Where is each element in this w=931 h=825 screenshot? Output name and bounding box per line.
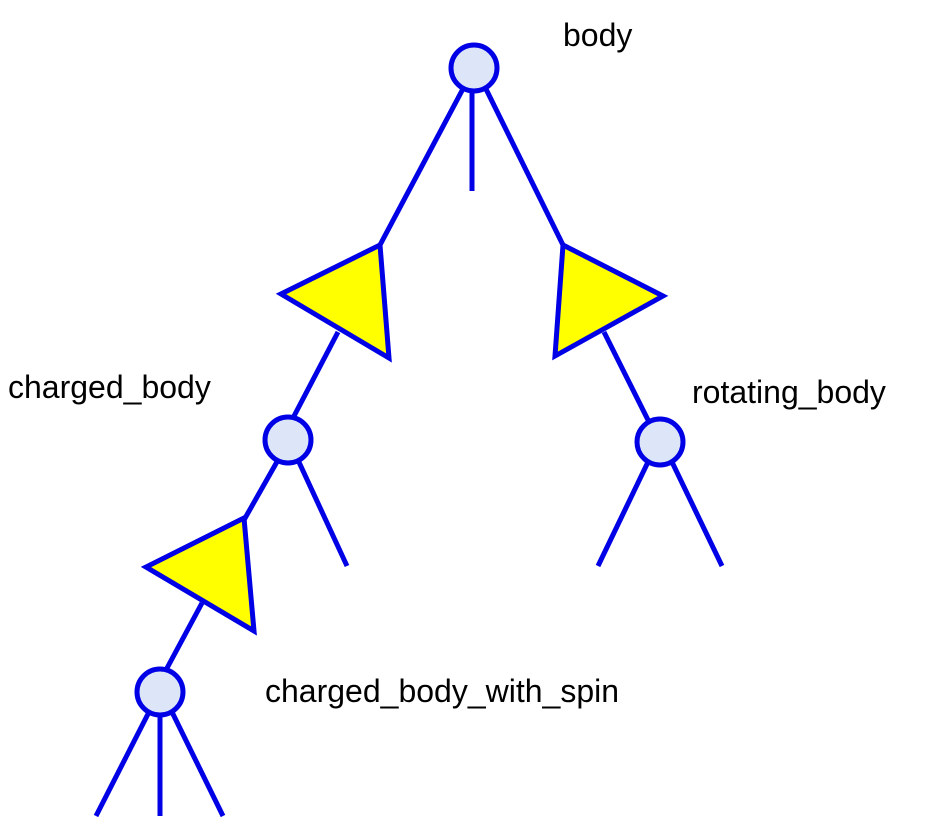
edge-spin-triangle-to-node [163, 601, 205, 672]
edge-charged-stub [295, 458, 350, 568]
label-charged-body-with-spin: charged_body_with_spin [265, 673, 620, 709]
label-body: body [563, 17, 633, 53]
node-rotating-body [634, 416, 686, 468]
edge-spin-stub-left [93, 710, 152, 818]
label-charged-body: charged_body [8, 369, 211, 405]
edge-spin-stub-right [169, 710, 226, 818]
node-charged-body [262, 414, 314, 466]
edge-body-to-charged-triangle [377, 83, 468, 247]
inheritance-triangle-rotating [552, 241, 669, 361]
edge-charged-triangle-to-node [290, 330, 341, 420]
edge-rotating-stub-right [669, 460, 725, 568]
inheritance-triangle-spin [140, 514, 257, 636]
inheritance-triangle-charged [275, 241, 392, 363]
label-rotating-body: rotating_body [692, 374, 886, 410]
node-charged-body-with-spin [134, 666, 186, 718]
edge-body-to-rotating-triangle [481, 83, 566, 247]
edge-rotating-triangle-to-node [601, 330, 651, 422]
edge-charged-to-spin-triangle [241, 458, 281, 522]
edge-rotating-stub-left [595, 460, 651, 568]
node-body [448, 42, 500, 94]
